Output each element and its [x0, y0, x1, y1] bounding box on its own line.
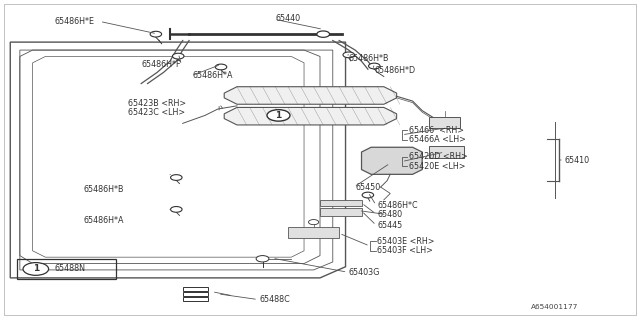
Text: 65466A <LH>: 65466A <LH> — [410, 135, 467, 144]
Circle shape — [308, 220, 319, 225]
Circle shape — [369, 63, 380, 69]
Polygon shape — [429, 146, 464, 158]
Circle shape — [171, 206, 182, 212]
Text: 65420D <RH>: 65420D <RH> — [410, 152, 468, 161]
Polygon shape — [224, 108, 397, 125]
Polygon shape — [320, 200, 362, 206]
Text: 65403F <LH>: 65403F <LH> — [378, 246, 433, 255]
Text: 65445: 65445 — [378, 221, 403, 230]
Text: 65450: 65450 — [355, 183, 380, 192]
Circle shape — [171, 175, 182, 180]
Text: 65420E <LH>: 65420E <LH> — [410, 162, 466, 171]
Text: 65423C <LH>: 65423C <LH> — [129, 108, 186, 117]
Polygon shape — [320, 208, 362, 216]
Circle shape — [317, 31, 330, 37]
Bar — [182, 287, 208, 291]
Circle shape — [362, 192, 374, 198]
Text: 65488C: 65488C — [259, 295, 290, 304]
Polygon shape — [429, 117, 461, 128]
Polygon shape — [288, 227, 339, 238]
Text: 65480: 65480 — [378, 210, 403, 219]
Text: 1: 1 — [275, 111, 282, 120]
Text: 65486H*B: 65486H*B — [84, 185, 124, 194]
Text: 65486H*A: 65486H*A — [192, 71, 233, 80]
Circle shape — [343, 52, 355, 58]
Text: 65423B <RH>: 65423B <RH> — [129, 99, 186, 108]
Text: 65486H*D: 65486H*D — [374, 66, 415, 75]
Circle shape — [267, 110, 290, 121]
Text: 65486H*C: 65486H*C — [378, 201, 418, 210]
Text: 65403E <RH>: 65403E <RH> — [378, 237, 435, 246]
Text: 65486H*A: 65486H*A — [84, 216, 124, 225]
Text: 65486H*E: 65486H*E — [55, 17, 95, 26]
Circle shape — [150, 31, 162, 37]
Bar — [182, 297, 208, 301]
Bar — [182, 292, 208, 296]
Polygon shape — [224, 87, 397, 104]
Text: 65466  <RH>: 65466 <RH> — [410, 125, 465, 134]
Circle shape — [256, 256, 269, 262]
Text: 65488N: 65488N — [55, 264, 86, 274]
Text: 65410: 65410 — [564, 156, 589, 164]
Polygon shape — [362, 147, 422, 174]
Circle shape — [173, 53, 184, 59]
Text: 65440: 65440 — [275, 14, 300, 23]
Text: 1: 1 — [33, 264, 39, 274]
Circle shape — [23, 263, 49, 275]
Text: 65486H*B: 65486H*B — [349, 53, 389, 62]
Text: 65486H*F: 65486H*F — [141, 60, 180, 69]
Circle shape — [215, 64, 227, 70]
Text: A654001177: A654001177 — [531, 304, 578, 310]
Text: 65403G: 65403G — [349, 268, 380, 277]
